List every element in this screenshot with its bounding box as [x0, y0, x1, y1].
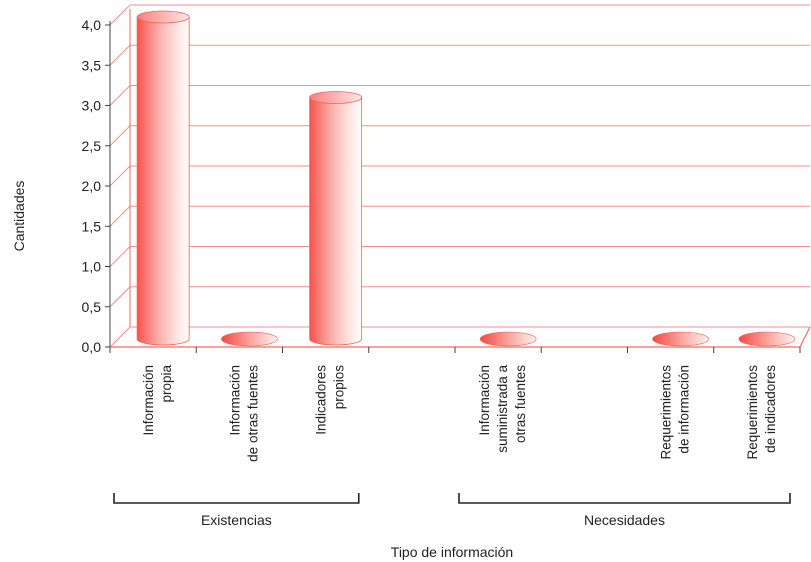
- category-label-line: Requerimientos: [745, 365, 760, 460]
- y-tick-label: 1,5: [82, 218, 102, 234]
- groups-layer: Existencias Necesidades: [113, 493, 791, 528]
- category-label-line: Información: [227, 365, 242, 436]
- y-tick-label: 2,0: [82, 178, 102, 194]
- category-label-line: de indicadores: [763, 365, 778, 453]
- gridline: [109, 286, 810, 308]
- gridline: [109, 165, 810, 187]
- y-tick-label: 3,0: [82, 98, 102, 114]
- y-tick-label: 0,5: [82, 299, 102, 315]
- bar-cap: [309, 91, 363, 104]
- gridline: [109, 125, 810, 147]
- category-label-line: Indicadores: [314, 365, 329, 435]
- gridline: [109, 246, 810, 267]
- gridline: [109, 4, 810, 26]
- bar-zero: [652, 331, 709, 347]
- bar-body: [309, 97, 363, 346]
- category-label-line: Información: [141, 365, 156, 436]
- group-bracket: Existencias: [113, 493, 360, 528]
- category-label: Requerimientos de indicadores: [745, 365, 778, 460]
- gridline: [109, 205, 810, 227]
- category-label: Información de otras fuentes: [227, 365, 260, 462]
- category-label-line: Requerimientos: [659, 365, 674, 460]
- group-bracket: Necesidades: [458, 493, 791, 528]
- y-tick-label: 1,0: [82, 259, 102, 275]
- gridline: [109, 44, 810, 66]
- grid-layer: [109, 4, 810, 348]
- category-label: Indicadores propios: [314, 365, 347, 435]
- bars-layer: [136, 10, 796, 347]
- y-tick-label: 4,0: [82, 17, 102, 33]
- x-axis-title: Tipo de información: [391, 544, 513, 560]
- bar: [136, 10, 190, 346]
- bar-cap: [136, 10, 190, 24]
- y-tick-label: 3,5: [82, 57, 102, 73]
- category-label-line: otras fuentes: [513, 365, 528, 443]
- x-axis-depth-line: [799, 326, 811, 348]
- y-tick-label: 2,5: [82, 138, 102, 154]
- y-tick-label: 0,0: [82, 339, 102, 355]
- group-bracket-line: [113, 493, 360, 504]
- category-label: Requerimientos de información: [659, 365, 692, 460]
- category-label-line: propios: [332, 365, 347, 410]
- group-label: Necesidades: [584, 512, 665, 528]
- category-label-line: de otras fuentes: [245, 365, 260, 462]
- bar-zero: [479, 331, 537, 347]
- bar-body: [136, 16, 190, 346]
- category-label: Información suministrada a otras fuentes: [477, 365, 528, 453]
- group-bracket-line: [458, 493, 791, 504]
- gridline: [109, 85, 810, 106]
- category-label-line: de información: [677, 365, 692, 454]
- bar: [309, 91, 363, 346]
- y-axis-title: Cantidades: [11, 181, 27, 252]
- bar-zero: [738, 331, 796, 347]
- category-label-line: Información: [477, 365, 492, 436]
- bar-zero: [221, 331, 278, 347]
- category-label-line: propia: [159, 365, 174, 403]
- category-label-line: suministrada a: [495, 365, 510, 453]
- category-label: Información propia: [141, 365, 174, 436]
- axis-layer: 0,0 0,5 1,0 1,5 2,0 2,5 3,0 3,5 4,0: [82, 9, 811, 355]
- group-label: Existencias: [201, 512, 272, 528]
- labels-layer: Información propia Información de otras fue…: [141, 365, 778, 462]
